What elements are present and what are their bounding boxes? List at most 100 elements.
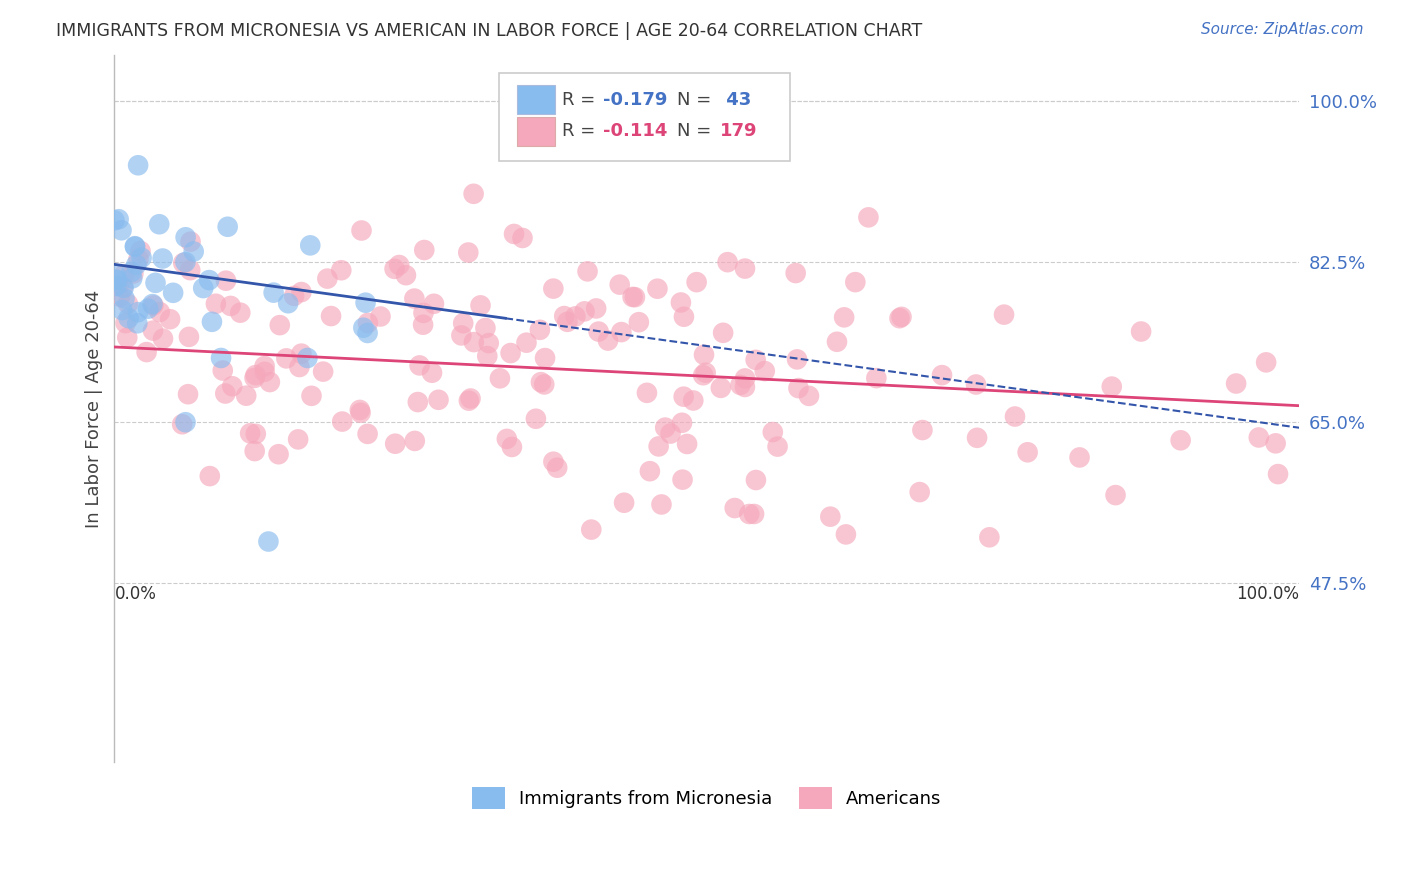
Point — [647, 439, 669, 453]
Point — [384, 436, 406, 450]
Point — [136, 301, 159, 316]
Point — [214, 386, 236, 401]
Point — [159, 312, 181, 326]
Point — [406, 395, 429, 409]
Point — [543, 282, 565, 296]
Point — [1256, 355, 1278, 369]
Point — [349, 403, 371, 417]
Point — [408, 359, 430, 373]
Point — [797, 389, 820, 403]
Text: Source: ZipAtlas.com: Source: ZipAtlas.com — [1201, 22, 1364, 37]
Point — [1101, 379, 1123, 393]
Point — [388, 258, 411, 272]
Point — [636, 385, 658, 400]
Point — [142, 324, 165, 338]
Point — [142, 298, 165, 312]
Point — [330, 263, 353, 277]
Point — [564, 310, 586, 324]
Point — [931, 368, 953, 383]
Point — [404, 292, 426, 306]
Point — [316, 271, 339, 285]
Point — [693, 348, 716, 362]
Point — [111, 303, 134, 318]
Point — [889, 311, 911, 326]
Point — [124, 239, 146, 253]
Point — [350, 223, 373, 237]
Point — [529, 323, 551, 337]
Point — [470, 298, 492, 312]
Point — [965, 377, 987, 392]
Point — [330, 415, 353, 429]
Point — [588, 325, 610, 339]
Point — [183, 244, 205, 259]
Point — [499, 346, 522, 360]
Point — [835, 527, 858, 541]
Point — [716, 255, 738, 269]
Point — [290, 346, 312, 360]
Point — [692, 368, 714, 383]
Point — [450, 328, 472, 343]
Point — [734, 380, 756, 394]
Point — [477, 349, 499, 363]
Point — [111, 280, 134, 294]
Point — [384, 261, 406, 276]
Point — [301, 389, 323, 403]
Point — [104, 268, 127, 282]
Text: N =: N = — [678, 122, 717, 140]
Point — [463, 186, 485, 201]
Point — [108, 290, 131, 304]
Point — [198, 273, 221, 287]
Point — [209, 351, 232, 365]
Point — [162, 285, 184, 300]
Point — [205, 297, 228, 311]
Point — [766, 440, 789, 454]
Point — [174, 415, 197, 429]
Point — [413, 243, 436, 257]
Point — [1267, 467, 1289, 481]
Point — [121, 271, 143, 285]
Point — [354, 295, 377, 310]
Point — [245, 368, 267, 382]
Text: 100.0%: 100.0% — [1236, 585, 1299, 603]
Point — [911, 423, 934, 437]
Point — [557, 315, 579, 329]
Point — [1069, 450, 1091, 465]
Point — [787, 381, 810, 395]
Point — [685, 275, 707, 289]
Point — [299, 238, 322, 252]
Point — [117, 330, 139, 344]
FancyBboxPatch shape — [517, 85, 555, 114]
Point — [596, 334, 619, 348]
Point — [890, 310, 912, 324]
Point — [463, 335, 485, 350]
Point — [553, 309, 575, 323]
Point — [672, 390, 695, 404]
Point — [650, 498, 672, 512]
Point — [832, 310, 855, 325]
Point — [647, 282, 669, 296]
Point — [124, 240, 146, 254]
Point — [457, 393, 479, 408]
Point — [820, 509, 842, 524]
Text: N =: N = — [678, 91, 717, 109]
Point — [908, 485, 931, 500]
Point — [145, 276, 167, 290]
Point — [253, 359, 276, 373]
Point — [676, 437, 699, 451]
Point — [229, 306, 252, 320]
Point — [276, 351, 298, 366]
Point — [110, 223, 132, 237]
Point — [638, 464, 661, 478]
Point — [245, 426, 267, 441]
Point — [865, 371, 887, 385]
Point — [423, 297, 446, 311]
Point — [217, 219, 239, 234]
Point — [581, 523, 603, 537]
Point — [193, 281, 215, 295]
Point — [174, 230, 197, 244]
Point — [744, 352, 766, 367]
Point — [512, 231, 534, 245]
Point — [177, 387, 200, 401]
Point — [148, 217, 170, 231]
Point — [131, 251, 153, 265]
